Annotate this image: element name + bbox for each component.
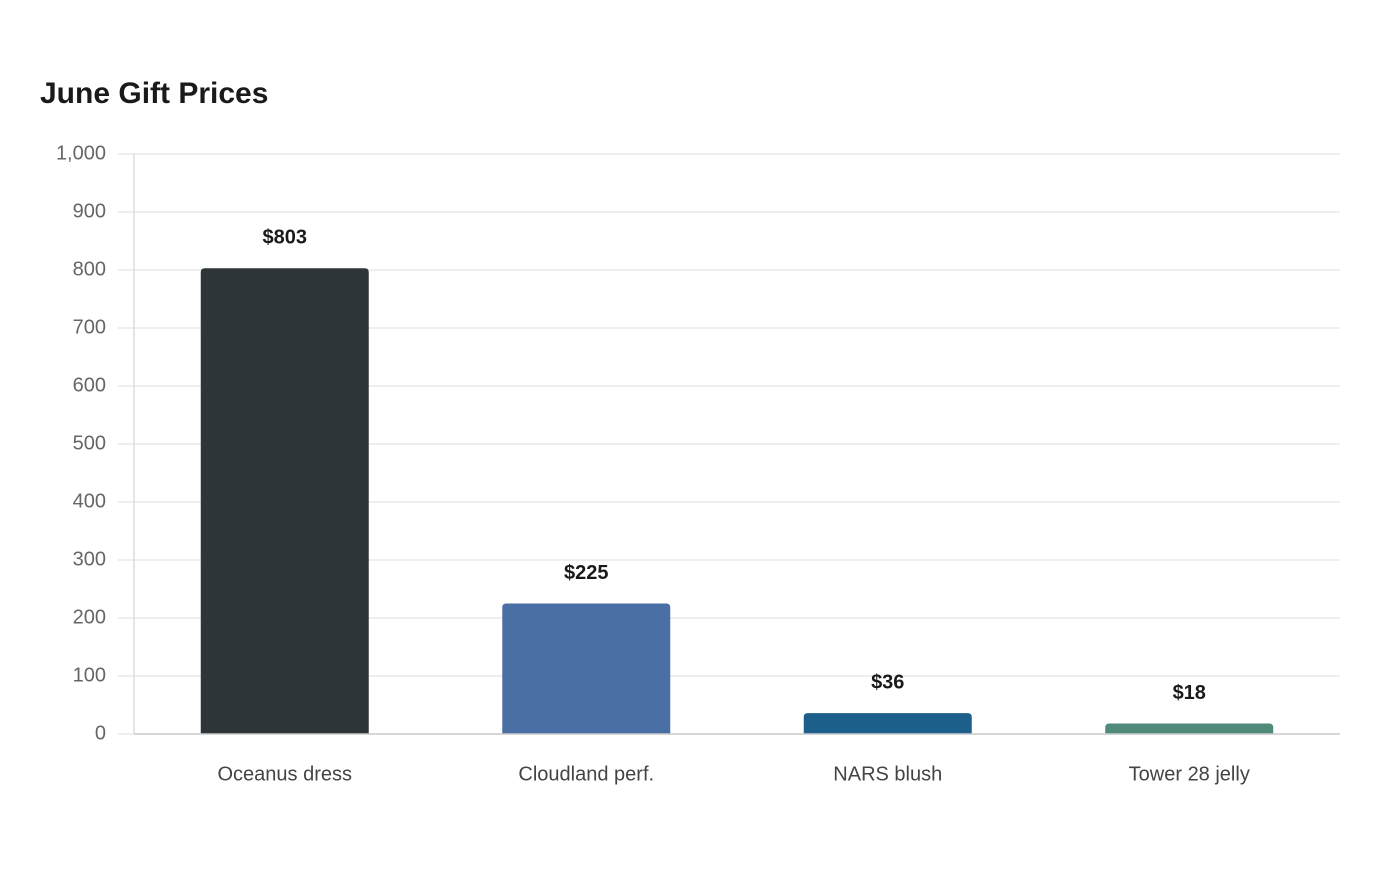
- x-tick-label: Tower 28 jelly: [1129, 763, 1250, 785]
- y-tick-label: 600: [73, 374, 106, 396]
- bar: [803, 713, 972, 734]
- chart-title: June Gift Prices: [40, 77, 268, 110]
- value-label: $36: [871, 671, 904, 693]
- x-tick-label: Cloudland perf.: [518, 763, 654, 785]
- y-tick-label: 500: [73, 432, 106, 454]
- x-tick-label: NARS blush: [833, 763, 942, 785]
- y-tick-label: 1,000: [56, 142, 106, 164]
- y-tick-label: 300: [73, 548, 106, 570]
- value-label: $18: [1173, 682, 1206, 704]
- y-tick-label: 200: [73, 606, 106, 628]
- bar: [502, 603, 671, 734]
- value-label: $803: [263, 227, 308, 249]
- y-tick-label: 100: [73, 664, 106, 686]
- bar: [1105, 723, 1274, 734]
- x-tick-label: Oceanus dress: [217, 763, 352, 785]
- y-tick-label: 900: [73, 200, 106, 222]
- y-tick-label: 0: [95, 722, 106, 744]
- y-tick-label: 700: [73, 316, 106, 338]
- y-tick-label: 800: [73, 258, 106, 280]
- bar: [200, 268, 369, 734]
- value-label: $225: [564, 562, 609, 584]
- y-tick-label: 400: [73, 490, 106, 512]
